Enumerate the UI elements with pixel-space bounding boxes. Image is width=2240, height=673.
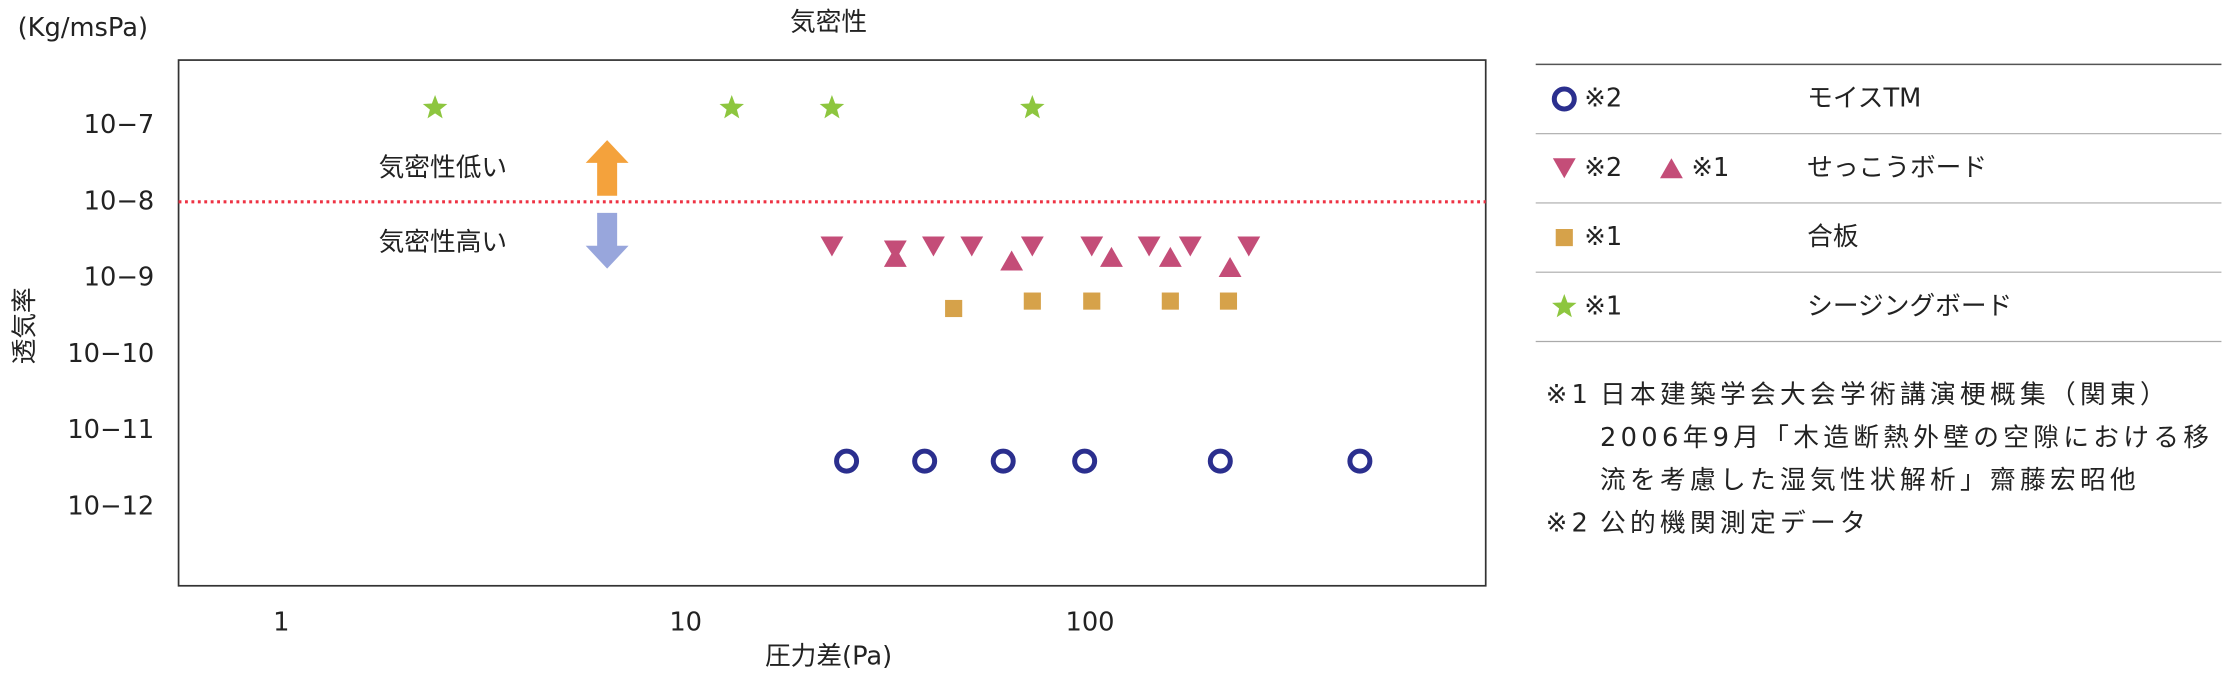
legend-label: 合板 — [1807, 222, 1858, 252]
data-point — [1218, 256, 1242, 277]
data-point — [1207, 448, 1233, 474]
legend-label: シージングボード — [1807, 291, 2012, 321]
data-point — [1178, 236, 1202, 257]
y-tick-label: 10−11 — [67, 415, 154, 445]
annotation: 気密性低い — [379, 153, 508, 183]
note-text: 公的機関測定データ — [1600, 508, 1870, 539]
x-tick-label: 1 — [273, 607, 289, 637]
data-point — [1020, 236, 1044, 257]
data-point — [1100, 246, 1123, 267]
x-axis-label: 圧力差(Pa) — [765, 642, 892, 672]
y-tick-label: 10−8 — [84, 186, 155, 216]
data-point — [1137, 236, 1161, 257]
data-point — [819, 95, 845, 119]
legend-note: ※1 — [1584, 222, 1622, 252]
legend-marker — [1552, 158, 1576, 179]
data-point — [1219, 292, 1238, 310]
legend: ※2 モイスTM ※2 ※1 せっこうボード ※1 合板 ※1 シージングボード — [1535, 63, 2222, 343]
data-point — [945, 299, 963, 318]
plot-frame — [177, 59, 1487, 587]
legend-label: モイスTM — [1807, 84, 1921, 114]
y-tick-label: 10−12 — [67, 492, 154, 522]
legend-note: ※2 — [1584, 84, 1622, 114]
arrow-up — [585, 140, 629, 196]
data-point — [820, 236, 844, 257]
legend-marker — [1552, 294, 1577, 318]
y-axis-label: 透気率 — [10, 287, 40, 364]
legend-marker — [1555, 229, 1573, 247]
data-point — [1080, 236, 1104, 257]
arrow-down — [585, 212, 629, 269]
data-point — [922, 236, 945, 257]
data-point — [1083, 292, 1101, 310]
note: ※1 日本建築学会大会学術講演梗概集（関東）2006年9月「木造断熱外壁の空隙にお… — [1546, 374, 2232, 503]
legend-note: ※1 — [1584, 291, 1622, 321]
data-point — [1158, 246, 1182, 267]
data-point — [883, 246, 907, 267]
data-point — [1000, 250, 1024, 271]
note-mark: ※1 — [1545, 380, 1593, 411]
note-mark: ※2 — [1545, 508, 1593, 539]
legend-marker — [1660, 158, 1683, 179]
data-point — [1161, 292, 1179, 310]
data-point — [960, 236, 984, 257]
legend-note: ※2 — [1584, 153, 1622, 183]
x-tick-label: 10 — [669, 607, 702, 637]
x-tick-label: 100 — [1065, 607, 1114, 637]
legend-marker — [1551, 86, 1577, 112]
note-text: 日本建築学会大会学術講演梗概集（関東）2006年9月「木造断熱外壁の空隙における… — [1600, 380, 2214, 496]
data-point — [719, 95, 744, 119]
chart-title: 気密性 — [790, 7, 867, 37]
y-unit: (Kg/msPa) — [18, 13, 148, 43]
notes-box: ※1 日本建築学会大会学術講演梗概集（関東）2006年9月「木造断熱外壁の空隙にお… — [1546, 374, 2232, 545]
annotation: 気密性高い — [379, 227, 508, 257]
data-point — [1347, 448, 1373, 474]
note: ※2 公的機関測定データ — [1546, 503, 2232, 546]
data-point — [1023, 292, 1041, 310]
legend-note: ※1 — [1691, 153, 1729, 183]
legend-label: せっこうボード — [1807, 153, 1987, 183]
data-point — [1020, 95, 1045, 119]
y-tick-label: 10−9 — [84, 263, 155, 293]
notes: ※1 日本建築学会大会学術講演梗概集（関東）2006年9月「木造断熱外壁の空隙にお… — [1546, 374, 2232, 545]
data-point — [1237, 236, 1261, 257]
y-tick-label: 10−7 — [84, 110, 155, 140]
data-point — [422, 95, 448, 119]
data-point — [834, 448, 860, 474]
data-point — [990, 448, 1016, 474]
data-point — [1072, 448, 1098, 474]
y-tick-label: 10−10 — [67, 339, 154, 369]
data-point — [912, 448, 938, 474]
